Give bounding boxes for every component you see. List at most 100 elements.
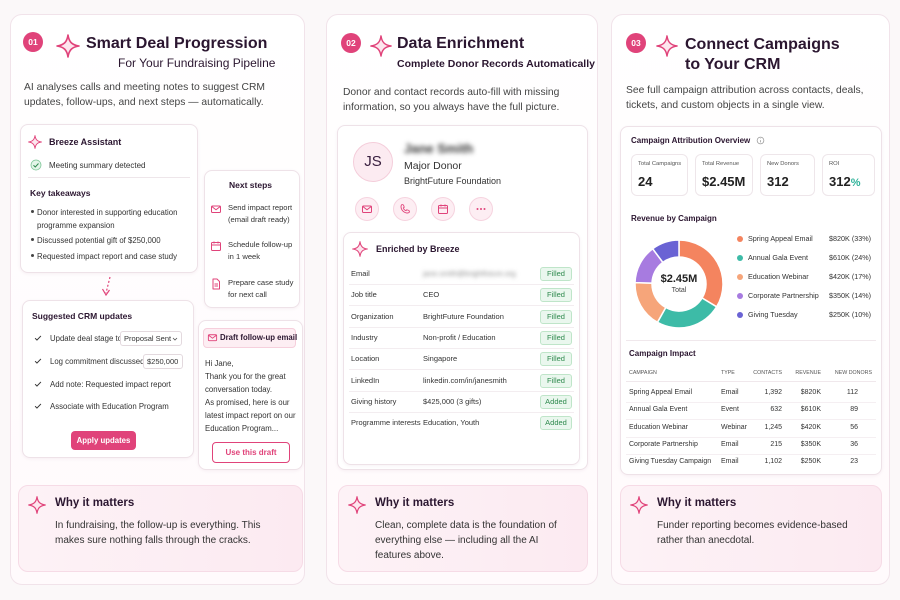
field-value: linkedin.com/in/janesmith bbox=[423, 375, 507, 385]
icon-part bbox=[56, 34, 80, 58]
kpi-box bbox=[631, 154, 688, 196]
icon-part bbox=[476, 208, 486, 210]
apply-button[interactable]: Apply updates bbox=[71, 431, 136, 450]
icon-spark bbox=[348, 496, 366, 514]
kpi-label: Total Campaigns bbox=[638, 161, 682, 167]
icon-part bbox=[30, 159, 42, 171]
icon-part bbox=[207, 334, 218, 342]
status-pill[interactable]: Filled bbox=[540, 267, 572, 281]
icon-part bbox=[30, 159, 42, 171]
status-pill[interactable]: Added bbox=[540, 416, 572, 431]
row-divider bbox=[349, 369, 574, 371]
action-button[interactable] bbox=[393, 197, 417, 221]
icon-part bbox=[211, 241, 221, 246]
icon-part bbox=[483, 208, 486, 210]
icon-part bbox=[480, 208, 482, 210]
status-pill[interactable]: Filled bbox=[540, 352, 572, 367]
icon-part bbox=[34, 403, 42, 409]
kpi-value: 24 bbox=[638, 174, 653, 189]
legend-value: $250K (10%) bbox=[829, 310, 871, 319]
legend-name: Corporate Partnership bbox=[748, 291, 819, 300]
table-header: NEW DONORS bbox=[834, 370, 872, 376]
table-cell: 36 bbox=[850, 440, 858, 448]
icon-cal bbox=[210, 240, 222, 252]
table-cell: Corporate Partnership bbox=[629, 440, 698, 448]
status-pill[interactable]: Filled bbox=[540, 309, 572, 324]
field-box[interactable] bbox=[143, 354, 183, 369]
why-title: Why it matters bbox=[375, 497, 455, 509]
legend-name: Spring Appeal Email bbox=[748, 234, 813, 243]
legend-dot bbox=[737, 236, 743, 242]
icon-spark bbox=[656, 35, 678, 57]
takeaway: Donor interested in supporting education… bbox=[37, 208, 178, 230]
icon-part bbox=[756, 136, 765, 145]
icon-part bbox=[656, 35, 678, 57]
profile-name: Jane Smith bbox=[404, 141, 474, 156]
status-pill[interactable]: Added bbox=[540, 394, 572, 409]
why-text: Funder reporting becomes evidence-based … bbox=[657, 520, 848, 546]
icon-cal bbox=[437, 203, 449, 215]
row-divider bbox=[349, 390, 574, 392]
legend-name: Giving Tuesday bbox=[748, 310, 798, 319]
next-step: Send impact report (email draft ready) bbox=[228, 203, 293, 224]
table-cell: 112 bbox=[846, 389, 858, 396]
crm-item: Log commitment discussed bbox=[50, 357, 145, 366]
action-button[interactable] bbox=[355, 197, 379, 221]
action-button[interactable] bbox=[431, 197, 455, 221]
icon-tick bbox=[33, 401, 43, 411]
status-pill[interactable]: Filled bbox=[540, 330, 572, 345]
icon-part bbox=[476, 208, 479, 210]
field-label: Location bbox=[351, 354, 380, 364]
kpi-value: 312% bbox=[829, 174, 861, 189]
draft-title: Draft follow-up email bbox=[220, 333, 298, 342]
avatar: JS bbox=[353, 142, 393, 182]
icon-part bbox=[756, 136, 765, 145]
table-header: REVENUE bbox=[795, 370, 821, 376]
table-cell: 1,392 bbox=[764, 389, 782, 396]
status-pill[interactable]: Filled bbox=[540, 288, 572, 303]
icon-part bbox=[28, 496, 46, 514]
legend-value: $610K (24%) bbox=[829, 253, 871, 262]
field-value: Singapore bbox=[423, 354, 458, 364]
why-title: Why it matters bbox=[657, 497, 737, 509]
icon-part bbox=[172, 337, 178, 341]
why-text: Clean, complete data is the foundation o… bbox=[375, 520, 557, 561]
assistant-panel bbox=[20, 124, 198, 273]
icon-spark bbox=[56, 34, 80, 58]
field-label: Job title bbox=[351, 290, 377, 300]
icon-tick bbox=[33, 356, 43, 366]
icon-spark bbox=[28, 135, 42, 149]
legend-name: Annual Gala Event bbox=[748, 253, 808, 262]
table-cell: Event bbox=[721, 406, 739, 414]
donut-center-label: Total bbox=[671, 287, 687, 294]
field-label: Organization bbox=[351, 311, 394, 321]
table-cell: 23 bbox=[850, 458, 858, 466]
icon-phone bbox=[399, 203, 411, 215]
divider bbox=[626, 381, 876, 382]
crm-item: Associate with Education Program bbox=[50, 402, 169, 411]
icon-part bbox=[438, 204, 448, 209]
icon-spark bbox=[370, 35, 392, 57]
crm-field: Proposal Sent bbox=[124, 334, 172, 343]
divider bbox=[28, 177, 190, 178]
bullet bbox=[31, 238, 34, 241]
draft-button[interactable]: Use this draft bbox=[212, 442, 290, 463]
field-box[interactable] bbox=[120, 331, 182, 346]
why-text: In fundraising, the follow-up is everyth… bbox=[55, 520, 261, 546]
draft-body: Hi Jane, bbox=[205, 359, 234, 368]
why-box bbox=[620, 485, 882, 572]
icon-part bbox=[348, 496, 366, 514]
kpi-box bbox=[695, 154, 753, 196]
icon-part bbox=[34, 358, 42, 364]
crm-item: Update deal stage to bbox=[50, 334, 122, 343]
kpi-label: ROI bbox=[829, 161, 840, 167]
icon-part bbox=[56, 34, 80, 58]
card-description: AI analyses calls and meeting notes to s… bbox=[24, 82, 265, 108]
bullet bbox=[31, 210, 34, 213]
icon-part bbox=[34, 358, 42, 364]
table-cell: Email bbox=[721, 458, 739, 466]
kpi-label: New Donors bbox=[767, 161, 799, 167]
icon-check bbox=[30, 159, 42, 171]
card-subtitle: For Your Fundraising Pipeline bbox=[118, 56, 276, 70]
status-pill[interactable]: Filled bbox=[540, 373, 572, 388]
